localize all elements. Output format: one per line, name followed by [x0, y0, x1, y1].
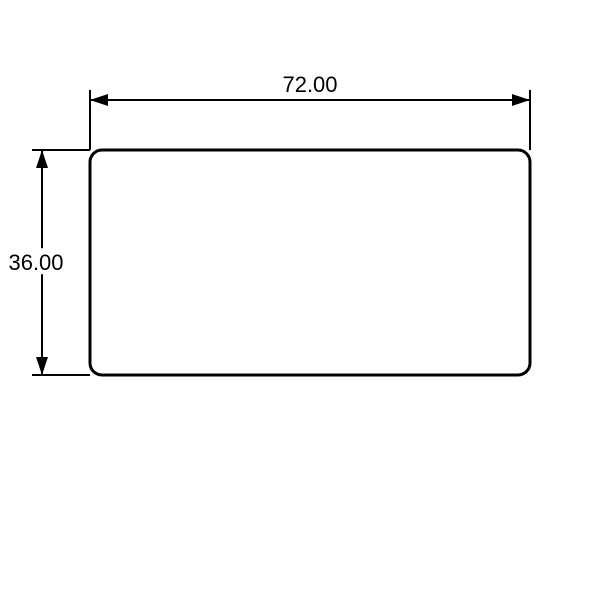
dimension-height-label: 36.00: [8, 250, 63, 275]
arrowhead-right-icon: [512, 94, 530, 106]
arrowhead-down-icon: [36, 357, 48, 375]
arrowhead-left-icon: [90, 94, 108, 106]
dimension-width-label: 72.00: [282, 72, 337, 97]
dimension-height: 36.00: [0, 150, 90, 375]
dimension-width: 72.00: [90, 72, 530, 150]
arrowhead-up-icon: [36, 150, 48, 168]
part-outline: [90, 150, 530, 375]
